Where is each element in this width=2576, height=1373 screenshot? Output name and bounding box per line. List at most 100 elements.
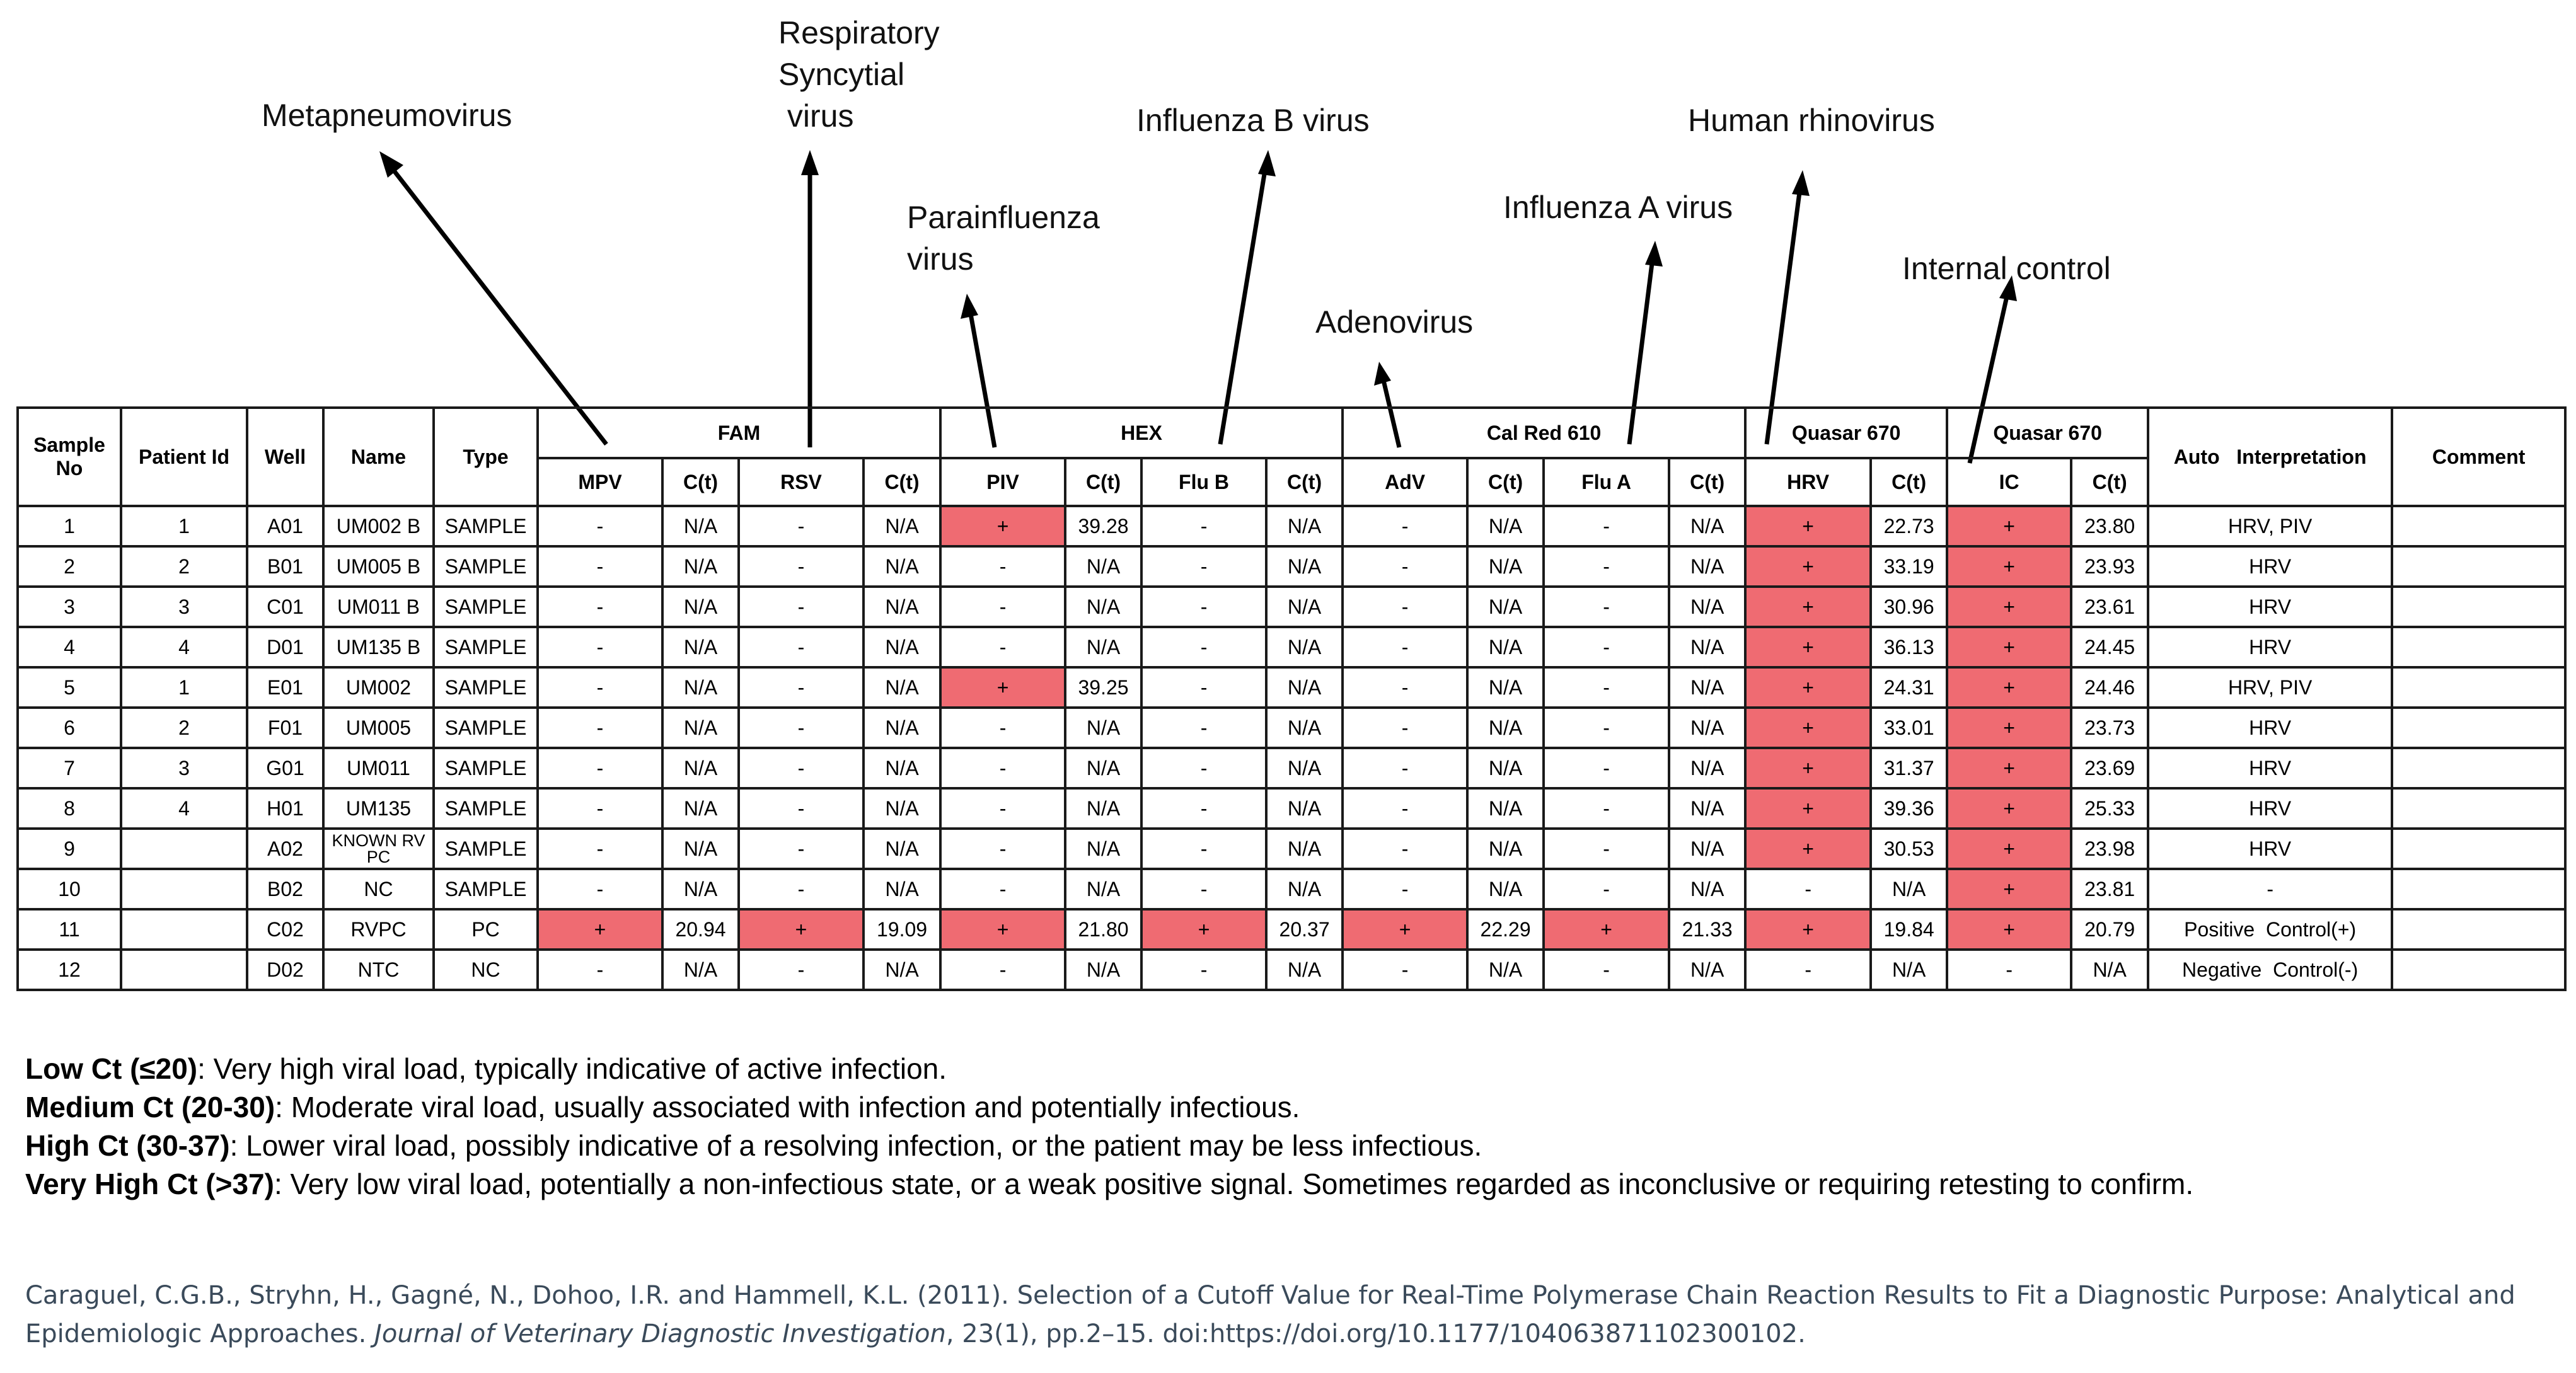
cell-ct-value: N/A: [1668, 585, 1747, 628]
citation-line-1: Caraguel, C.G.B., Stryhn, H., Gagné, N.,…: [25, 1281, 2515, 1310]
cell-ct-value: 23.81: [2070, 868, 2150, 911]
label-parainfluenza-line2: virus: [907, 241, 974, 277]
cell-target-result: +: [939, 908, 1067, 951]
cell-target-result: +: [1946, 787, 2073, 830]
label-influenza-a: Influenza A virus: [1503, 190, 1733, 225]
cell-target-result: -: [1341, 626, 1469, 669]
cell-ct-value: N/A: [1668, 787, 1747, 830]
subheader-target: Flu A: [1542, 457, 1671, 507]
cell-target-result: -: [1542, 868, 1671, 911]
legend-item-very-high: Very High Ct (>37): Very low viral load,…: [25, 1165, 2193, 1204]
cell-target-result: -: [536, 545, 664, 588]
cell-name: KNOWN RV PC: [322, 827, 435, 870]
cell-ct-value: 21.80: [1064, 908, 1143, 951]
cell-target-result: -: [1140, 706, 1268, 749]
cell-ct-value: N/A: [661, 505, 740, 548]
cell-target-result: -: [939, 868, 1067, 911]
subheader-target: IC: [1946, 457, 2073, 507]
cell-well: G01: [246, 747, 325, 790]
label-rsv-line2: Syncytial: [778, 57, 905, 92]
cell-target-result: -: [737, 706, 865, 749]
cell-ct-value: 22.73: [1869, 505, 1949, 548]
cell-type: SAMPLE: [432, 747, 539, 790]
cell-ct-value: N/A: [661, 626, 740, 669]
cell-sample-no: 11: [16, 908, 122, 951]
label-parainfluenza-line1: Parainfluenza: [907, 200, 1100, 235]
header-sample-no: Sample No: [16, 406, 122, 507]
cell-type: SAMPLE: [432, 787, 539, 830]
cell-auto-interpretation: HRV: [2147, 827, 2394, 870]
header-quasar-1: Quasar 670: [1744, 406, 1949, 459]
cell-target-result: -: [1341, 545, 1469, 588]
cell-target-result: -: [1542, 706, 1671, 749]
arrow-flub: [1218, 162, 1269, 445]
cell-auto-interpretation: -: [2147, 868, 2394, 911]
cell-ct-value: N/A: [862, 747, 942, 790]
cell-ct-value: 33.19: [1869, 545, 1949, 588]
cell-sample-no: 2: [16, 545, 122, 588]
subheader-target: HRV: [1744, 457, 1873, 507]
cell-patient-id: [120, 948, 248, 991]
cell-ct-value: N/A: [1668, 747, 1747, 790]
cell-target-result: -: [536, 666, 664, 709]
cell-ct-value: N/A: [1265, 505, 1344, 548]
cell-target-result: +: [536, 908, 664, 951]
cell-ct-value: N/A: [1265, 827, 1344, 870]
cell-ct-value: N/A: [661, 827, 740, 870]
cell-target-result: +: [1744, 585, 1873, 628]
table-row: 1 1 A01 UM002 B SAMPLE - N/A - N/A +39.28- N/A - N/A…: [16, 505, 2567, 548]
cell-patient-id: [120, 827, 248, 870]
cell-well: C02: [246, 908, 325, 951]
cell-ct-value: N/A: [862, 706, 942, 749]
cell-target-result: -: [737, 948, 865, 991]
cell-ct-value: N/A: [1668, 948, 1747, 991]
cell-patient-id: 3: [120, 585, 248, 628]
cell-ct-value: 21.33: [1668, 908, 1747, 951]
legend-desc: : Lower viral load, possibly indicative …: [229, 1129, 1482, 1162]
cell-type: PC: [432, 908, 539, 951]
cell-ct-value: N/A: [661, 747, 740, 790]
cell-name: UM135: [322, 787, 435, 830]
cell-ct-value: N/A: [1466, 706, 1545, 749]
cell-ct-value: 24.45: [2070, 626, 2150, 669]
citation: Caraguel, C.G.B., Stryhn, H., Gagné, N.,…: [25, 1277, 2515, 1353]
table-row: 8 4 H01 UM135 SAMPLE - N/A - N/A - N/A - N/A - N/A - N/A…: [16, 787, 2567, 830]
label-metapneumovirus: Metapneumovirus: [262, 98, 512, 133]
cell-well: B02: [246, 868, 325, 911]
cell-target-result: -: [1341, 747, 1469, 790]
cell-ct-value: 24.46: [2070, 666, 2150, 709]
cell-name-line-2: PC: [366, 847, 391, 866]
cell-target-result: -: [1341, 948, 1469, 991]
cell-sample-no: 10: [16, 868, 122, 911]
cell-ct-value: N/A: [1064, 706, 1143, 749]
cell-ct-value: N/A: [1265, 787, 1344, 830]
table-row: 10 B02 NC SAMPLE - N/A - N/A - N/A - N/A - N/A - N/A - N/…: [16, 868, 2567, 911]
cell-ct-value: 33.01: [1869, 706, 1949, 749]
subheader-ct: C(t): [1466, 457, 1545, 507]
header-hex: HEX: [939, 406, 1344, 459]
cell-ct-value: 23.98: [2070, 827, 2150, 870]
cell-target-result: -: [1341, 868, 1469, 911]
cell-comment: [2391, 545, 2567, 588]
cell-ct-value: N/A: [862, 585, 942, 628]
cell-target-result: +: [1744, 545, 1873, 588]
cell-target-result: -: [1542, 747, 1671, 790]
label-adenovirus: Adenovirus: [1315, 304, 1474, 340]
cell-ct-value: N/A: [1466, 948, 1545, 991]
cell-target-result: -: [737, 827, 865, 870]
cell-ct-value: N/A: [1466, 505, 1545, 548]
cell-target-result: -: [536, 948, 664, 991]
cell-target-result: -: [1140, 666, 1268, 709]
label-rsv-line1: Respiratory: [778, 15, 940, 50]
subheader-ct: C(t): [1869, 457, 1949, 507]
legend-item-medium: Medium Ct (20-30): Moderate viral load, …: [25, 1088, 2193, 1127]
table-row: 9 A02 KNOWN RV PC SAMPLE - N/A - N/A - N/A - N/A - N/A…: [16, 827, 2567, 870]
cell-target-result: +: [1946, 505, 2073, 548]
cell-target-result: -: [1341, 666, 1469, 709]
header-auto-interpretation: Auto Interpretation: [2147, 406, 2394, 507]
cell-comment: [2391, 626, 2567, 669]
cell-type: SAMPLE: [432, 585, 539, 628]
cell-auto-interpretation: HRV: [2147, 626, 2394, 669]
cell-patient-id: 1: [120, 666, 248, 709]
cell-patient-id: 1: [120, 505, 248, 548]
